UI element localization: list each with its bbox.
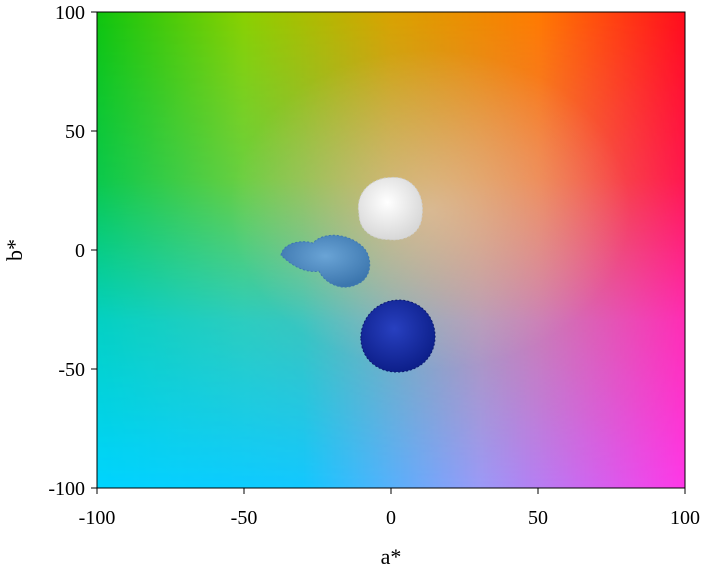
x-tick-label: -50 <box>231 507 258 529</box>
x-tick-labels: -100 -50 0 50 100 <box>79 507 700 529</box>
y-tick-labels: -100 -50 0 50 100 <box>48 2 85 500</box>
x-axis-title: a* <box>381 544 402 569</box>
y-tick-label: -100 <box>48 478 85 500</box>
x-tick-label: 50 <box>528 507 548 529</box>
sample-point <box>357 177 423 241</box>
x-tick-label: 0 <box>386 507 396 529</box>
axis-ticks <box>91 11 686 494</box>
y-tick-label: 50 <box>65 121 85 143</box>
y-tick-label: 100 <box>55 2 85 24</box>
sample-point <box>280 234 371 288</box>
x-tick-label: 100 <box>670 507 700 529</box>
y-tick-label: 0 <box>75 240 85 262</box>
sample-point <box>360 299 436 373</box>
y-axis-title: b* <box>2 239 27 261</box>
x-tick-label: -100 <box>79 507 116 529</box>
y-tick-label: -50 <box>58 359 85 381</box>
sample-points <box>280 177 436 373</box>
plot-background <box>97 12 685 488</box>
